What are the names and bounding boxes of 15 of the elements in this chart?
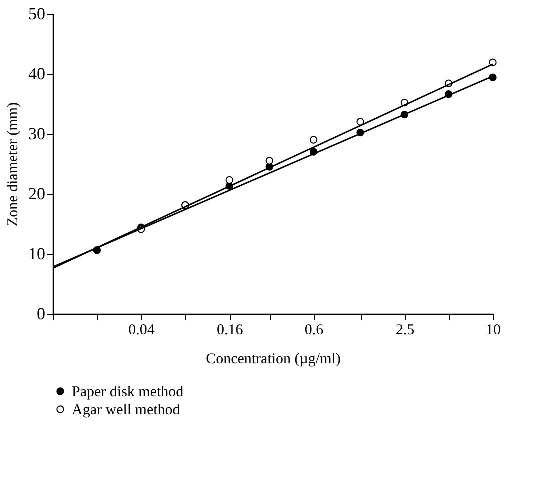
x-axis-title: Concentration (µg/ml) [206, 352, 341, 368]
y-tick-label: 30 [28, 124, 46, 144]
legend-label: Agar well method [72, 402, 181, 418]
x-tick-label: 0.04 [128, 322, 156, 338]
x-tick-label: 2.5 [396, 322, 415, 338]
y-axis-title: Zone diameter (mm) [6, 102, 22, 227]
x-tick-label: 0.16 [216, 322, 244, 338]
x-tick-label: 0.6 [304, 322, 324, 338]
y-tick-label: 50 [28, 4, 46, 24]
y-tick-label: 10 [28, 244, 46, 264]
x-tick-label: 10 [486, 322, 501, 338]
legend-label: Paper disk method [72, 384, 184, 400]
y-tick-label: 0 [37, 304, 46, 324]
y-tick-label: 40 [28, 64, 46, 84]
y-tick-label: 20 [28, 184, 46, 204]
